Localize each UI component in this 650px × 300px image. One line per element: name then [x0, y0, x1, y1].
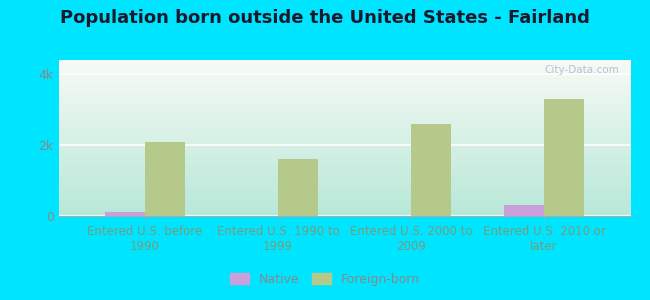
- Bar: [278, 159, 318, 216]
- Text: City-Data.com: City-Data.com: [544, 65, 619, 75]
- Bar: [105, 212, 145, 216]
- Legend: Native, Foreign-born: Native, Foreign-born: [225, 268, 425, 291]
- Bar: [544, 99, 584, 216]
- Bar: [145, 142, 185, 216]
- Bar: [411, 124, 451, 216]
- Bar: [504, 205, 544, 216]
- Text: Population born outside the United States - Fairland: Population born outside the United State…: [60, 9, 590, 27]
